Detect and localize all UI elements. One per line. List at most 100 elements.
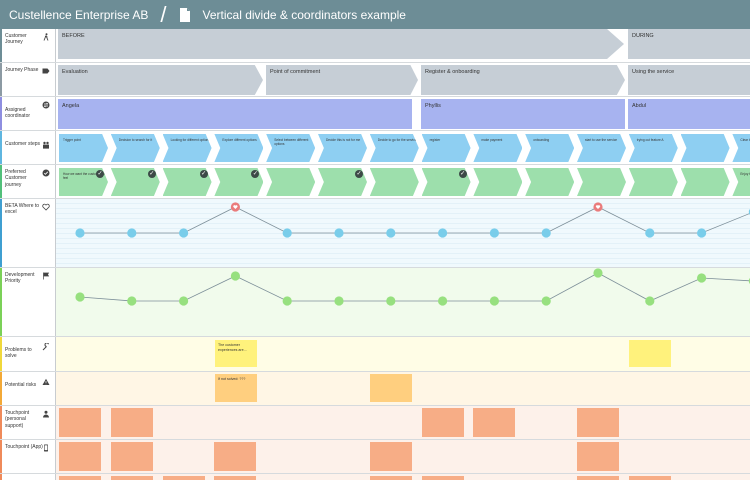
- lane-label[interactable]: Potential risks: [0, 372, 56, 405]
- lane-label[interactable]: Problems to solve: [0, 337, 56, 371]
- touchpoint-card[interactable]: [110, 476, 153, 480]
- touchpoint-personal-card[interactable]: [59, 408, 101, 437]
- graph-point[interactable]: [75, 228, 85, 238]
- phase-point-of-commitment[interactable]: Point of commitment: [266, 65, 418, 95]
- graph-point[interactable]: [489, 296, 499, 306]
- graph-point[interactable]: [697, 273, 707, 283]
- touchpoint-personal-card[interactable]: [577, 408, 619, 437]
- touchpoint-card[interactable]: [577, 476, 619, 480]
- document-title[interactable]: Vertical divide & coordinators example: [202, 7, 406, 22]
- lane-assigned-coordinator: Assigned coordinator Angela Phyllis Abdu…: [0, 97, 750, 131]
- lane-label[interactable]: Development Priority: [0, 268, 56, 336]
- customer-step[interactable]: onboarding: [525, 134, 575, 162]
- coordinator-phyllis[interactable]: Phyllis: [421, 99, 625, 129]
- customer-step[interactable]: register: [421, 134, 471, 162]
- lane-customer-journey: Customer Journey BEFORE DURING: [0, 29, 750, 63]
- lane-color-bar: [0, 372, 2, 405]
- graph-point[interactable]: [541, 296, 551, 306]
- customer-step[interactable]: [680, 134, 730, 162]
- coordinator-angela[interactable]: Angela: [58, 99, 412, 129]
- breadcrumb-separator: /: [160, 1, 167, 27]
- lane-journey-phase: Journey Phase Evaluation Point of commit…: [0, 63, 750, 97]
- graph-point[interactable]: [645, 296, 655, 306]
- coordinator-abdul[interactable]: Abdul: [628, 99, 750, 129]
- risk-note[interactable]: If not solved: ???: [215, 374, 257, 402]
- touchpoint-app-card[interactable]: [577, 442, 619, 471]
- phase-evaluation[interactable]: Evaluation: [58, 65, 263, 95]
- preferred-step[interactable]: [525, 168, 575, 196]
- lane-label[interactable]: Customer Journey: [0, 29, 56, 62]
- lane-label[interactable]: Journey Phase: [0, 63, 56, 96]
- graph-point[interactable]: [334, 228, 344, 238]
- touchpoint-card[interactable]: [214, 476, 257, 480]
- workspace-name[interactable]: Custellence Enterprise AB: [9, 7, 149, 22]
- lane-label[interactable]: Assigned coordinator: [0, 97, 56, 130]
- lane-color-bar: [0, 474, 2, 480]
- graph-point[interactable]: [75, 292, 85, 302]
- phase-register-onboarding[interactable]: Register & onboarding: [421, 65, 625, 95]
- graph-point[interactable]: [645, 228, 655, 238]
- touchpoint-personal-card[interactable]: [473, 408, 516, 437]
- customer-step[interactable]: start to use the service: [577, 134, 626, 162]
- touchpoint-card[interactable]: [369, 476, 412, 480]
- preferred-step[interactable]: [369, 168, 419, 196]
- problem-note[interactable]: [629, 340, 671, 367]
- preferred-step[interactable]: [680, 168, 730, 196]
- graph-point[interactable]: [438, 296, 448, 306]
- customer-step[interactable]: Decide to go for the service: [369, 134, 419, 162]
- phase-using-the-service[interactable]: Using the service: [628, 65, 750, 95]
- customer-step[interactable]: Decision to search for it: [110, 134, 160, 162]
- graph-point[interactable]: [230, 271, 240, 281]
- touchpoint-personal-card[interactable]: [110, 408, 153, 437]
- lane-problems-to-solve: Problems to solve The customer experienc…: [0, 337, 750, 372]
- graph-point[interactable]: [127, 228, 137, 238]
- graph-point[interactable]: [127, 296, 137, 306]
- touchpoint-card[interactable]: [628, 476, 671, 480]
- graph-point[interactable]: [489, 228, 499, 238]
- touchpoint-card[interactable]: [162, 476, 205, 480]
- touchpoint-app-card[interactable]: [369, 442, 412, 471]
- graph-point[interactable]: [179, 228, 189, 238]
- touchpoint-personal-card[interactable]: [421, 408, 464, 437]
- graph-point[interactable]: [282, 228, 292, 238]
- customer-step[interactable]: Decide this is not for me: [318, 134, 367, 162]
- customer-step[interactable]: Clear the f: [732, 134, 750, 162]
- customer-step[interactable]: trying out feature A: [628, 134, 678, 162]
- customer-step[interactable]: Explore different options: [214, 134, 264, 162]
- graph-point[interactable]: [541, 228, 551, 238]
- graph-point[interactable]: [282, 296, 292, 306]
- preferred-step[interactable]: [473, 168, 523, 196]
- lane-customer-steps: Customer steps Trigger point Decision to …: [0, 131, 750, 165]
- graph-point[interactable]: [697, 228, 707, 238]
- graph-point[interactable]: [593, 268, 603, 278]
- graph-point[interactable]: [386, 228, 396, 238]
- customer-step[interactable]: make payment: [473, 134, 523, 162]
- person-icon: [43, 410, 49, 418]
- preferred-step[interactable]: [628, 168, 678, 196]
- customer-step[interactable]: Looking for different options: [162, 134, 212, 162]
- risk-note[interactable]: [370, 374, 412, 402]
- touchpoint-app-card[interactable]: [110, 442, 153, 471]
- journey-before[interactable]: BEFORE: [58, 29, 624, 59]
- lane-label[interactable]: Touchpoint (App): [0, 440, 56, 473]
- touchpoint-card[interactable]: [59, 476, 101, 480]
- customer-step[interactable]: Select between different options: [266, 134, 316, 162]
- graph-point[interactable]: [179, 296, 189, 306]
- preferred-step[interactable]: [266, 168, 316, 196]
- problem-note[interactable]: The customer experiences are...: [215, 340, 257, 367]
- customer-step[interactable]: Trigger point: [59, 134, 108, 162]
- journey-during[interactable]: DURING: [628, 29, 750, 59]
- graph-point[interactable]: [386, 296, 396, 306]
- graph-point[interactable]: [438, 228, 448, 238]
- graph-point[interactable]: [334, 296, 344, 306]
- lane-label[interactable]: Customer steps: [0, 131, 56, 164]
- lane-label[interactable]: Touchpoint (personal support): [0, 406, 56, 439]
- lane-label[interactable]: BETA Where to excel: [0, 199, 56, 267]
- preferred-step[interactable]: [577, 168, 626, 196]
- touchpoint-app-card[interactable]: [59, 442, 101, 471]
- touchpoint-app-card[interactable]: [214, 442, 257, 471]
- preferred-step[interactable]: Enjoy the: [732, 168, 750, 196]
- lane-label[interactable]: Preferred Customer journey: [0, 165, 56, 198]
- touchpoint-card[interactable]: [421, 476, 464, 480]
- warning-icon: [42, 378, 50, 385]
